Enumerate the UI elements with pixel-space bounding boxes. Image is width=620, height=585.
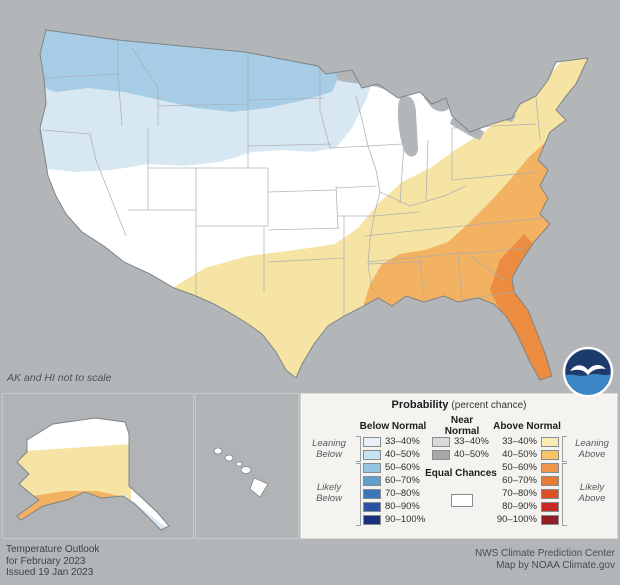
us-outline <box>39 29 589 381</box>
legend-row: 40–50% <box>495 448 559 461</box>
color-swatch <box>363 475 381 486</box>
range-label: 40–50% <box>454 449 489 460</box>
color-swatch <box>541 488 559 499</box>
range-label: 60–70% <box>385 475 420 486</box>
legend-row: 33–40% <box>363 435 425 448</box>
leaning-above-label: Leaning Above <box>575 438 609 460</box>
legend-title-rest: (percent chance) <box>451 400 527 411</box>
hawaii-inset-panel <box>195 393 299 539</box>
range-label: 80–90% <box>502 501 537 512</box>
leaning-above-bracket <box>562 436 567 462</box>
color-swatch <box>363 488 381 499</box>
island-maui <box>240 466 252 474</box>
footer-credit-block: NWS Climate Prediction Center Map by NOA… <box>475 548 615 571</box>
leaning-below-label: Leaning Below <box>312 438 346 460</box>
range-label: 70–80% <box>502 488 537 499</box>
hawaii-map <box>213 447 269 498</box>
footer-issued-date: Issued 19 Jan 2023 <box>6 567 94 578</box>
legend-row: 33–40% <box>432 435 489 448</box>
likely-below-bracket <box>356 463 361 526</box>
likely-above-label: Likely Above <box>578 482 606 504</box>
range-label: 90–100% <box>496 514 537 525</box>
range-label: 60–70% <box>502 475 537 486</box>
color-swatch <box>363 462 381 473</box>
legend-panel: Probability (percent chance) Below Norma… <box>300 393 618 539</box>
likely-above-bracket <box>562 463 567 526</box>
below-normal-header: Below Normal <box>359 421 427 432</box>
alaska-inset-panel <box>2 393 194 539</box>
leaning-below-bracket <box>356 436 361 462</box>
above-normal-header: Above Normal <box>493 421 561 432</box>
legend-row: 80–90% <box>495 500 559 513</box>
range-label: 33–40% <box>454 436 489 447</box>
range-label: 50–60% <box>502 462 537 473</box>
island-kauai <box>213 447 223 455</box>
range-label: 80–90% <box>385 501 420 512</box>
range-label: 40–50% <box>502 449 537 460</box>
near-normal-header: Near Normal <box>444 415 480 437</box>
legend-row: 60–70% <box>363 474 425 487</box>
island-hawaii <box>249 477 269 498</box>
legend-row: 40–50% <box>363 448 425 461</box>
legend-title: Probability (percent chance) <box>301 399 617 411</box>
legend-row: 40–50% <box>432 448 489 461</box>
color-swatch <box>432 436 450 447</box>
color-swatch <box>541 501 559 512</box>
conus-map <box>39 29 589 381</box>
noaa-gull-icon <box>570 364 606 375</box>
legend-row: 90–100% <box>363 513 425 526</box>
color-swatch <box>363 514 381 525</box>
range-label: 90–100% <box>385 514 426 525</box>
below-normal-rows: 33–40% 40–50% 50–60% 60–70% 70–80% 80–90… <box>363 435 425 526</box>
noaa-logo <box>562 346 614 398</box>
likely-below-label: Likely Below <box>316 482 342 504</box>
range-label: 33–40% <box>502 436 537 447</box>
island-oahu <box>224 454 234 462</box>
equal-chances-swatch <box>451 494 473 507</box>
footer-title-line2: for February 2023 <box>6 555 86 567</box>
footer-title-line1: Temperature Outlook <box>6 544 100 555</box>
color-swatch <box>541 462 559 473</box>
legend-row: 70–80% <box>495 487 559 500</box>
legend-row: 33–40% <box>495 435 559 448</box>
color-swatch <box>363 436 381 447</box>
color-swatch <box>541 449 559 460</box>
hawaii-islands <box>213 447 269 498</box>
color-swatch <box>432 449 450 460</box>
inset-scale-note: AK and HI not to scale <box>7 372 112 384</box>
equal-chances-label: Equal Chances <box>425 468 497 479</box>
state-borders <box>41 40 545 316</box>
legend-row: 70–80% <box>363 487 425 500</box>
footer-title-block: Temperature Outlook for February 2023 Is… <box>6 544 99 579</box>
near-normal-rows: 33–40% 40–50% <box>432 435 489 461</box>
lake-ontario <box>488 110 516 122</box>
legend-title-bold: Probability <box>391 399 449 411</box>
legend-row: 50–60% <box>363 461 425 474</box>
legend-row: 50–60% <box>495 461 559 474</box>
color-swatch <box>541 475 559 486</box>
above-normal-rows: 33–40% 40–50% 50–60% 60–70% 70–80% 80–90… <box>495 435 559 526</box>
lake-michigan <box>397 95 418 157</box>
alaska-map <box>16 417 170 531</box>
alaska-outline <box>16 417 170 531</box>
range-label: 70–80% <box>385 488 420 499</box>
noaa-logo-sea <box>565 374 611 395</box>
range-label: 40–50% <box>385 449 420 460</box>
color-swatch <box>541 436 559 447</box>
legend-row: 80–90% <box>363 500 425 513</box>
island-molokai <box>235 461 243 467</box>
legend-row: 60–70% <box>495 474 559 487</box>
range-label: 50–60% <box>385 462 420 473</box>
range-label: 33–40% <box>385 436 420 447</box>
footer-credit-line2: Map by NOAA Climate.gov <box>496 559 615 571</box>
color-swatch <box>363 449 381 460</box>
legend-row: 90–100% <box>495 513 559 526</box>
color-swatch <box>541 514 559 525</box>
footer-credit-line1: NWS Climate Prediction Center <box>474 548 615 559</box>
color-swatch <box>363 501 381 512</box>
